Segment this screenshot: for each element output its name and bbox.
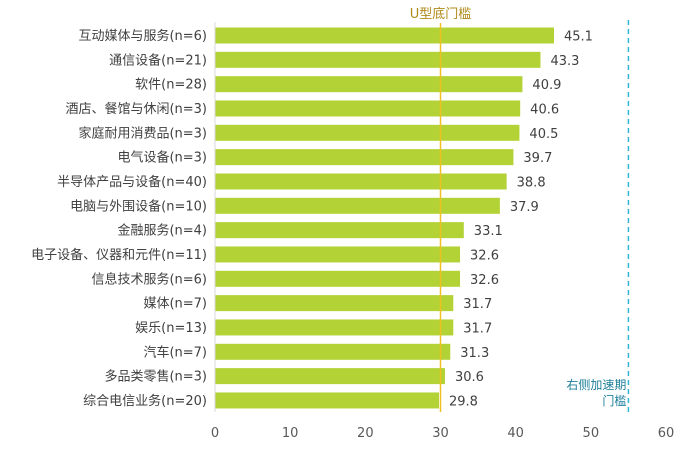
value-label-9: 32.6 <box>470 248 499 263</box>
reference-label-1-0: 右侧加速期 <box>566 377 626 392</box>
x-axis-ticks: 0 10 20 30 40 50 60 <box>211 426 674 441</box>
bar-8 <box>215 222 464 239</box>
value-label-7: 37.9 <box>510 200 539 215</box>
reference-label-0-0: U型底门槛 <box>410 6 472 22</box>
value-label-3: 40.6 <box>530 102 559 117</box>
value-label-1: 43.3 <box>550 54 579 69</box>
category-labels: 互动媒体与服务(n=6) 通信设备(n=21) 软件(n=28) 酒店、餐馆与休闲(n… <box>31 28 207 409</box>
bar-4 <box>215 124 520 141</box>
category-label-11: 媒体(n=7) <box>143 297 207 312</box>
value-label-0: 45.1 <box>564 30 593 45</box>
category-label-6: 半导体产品与设备(n=40) <box>57 174 207 190</box>
bar-12 <box>215 319 454 336</box>
category-label-3: 酒店、餐馆与休闲(n=3) <box>65 101 207 117</box>
x-tick-label-4: 40 <box>507 426 524 441</box>
bar-2 <box>215 76 523 93</box>
bar-13 <box>215 343 451 360</box>
category-label-4: 家庭耐用消费品(n=3) <box>78 125 207 141</box>
category-label-5: 电气设备(n=3) <box>117 150 207 166</box>
category-label-13: 汽车(n=7) <box>143 344 207 360</box>
category-label-7: 电脑与外围设备(n=10) <box>70 198 207 214</box>
value-label-4: 40.5 <box>529 127 558 142</box>
bar-5 <box>215 149 514 166</box>
bar-11 <box>215 295 454 312</box>
bar-10 <box>215 270 461 287</box>
x-tick-label-6: 60 <box>658 426 675 441</box>
x-tick-label-0: 0 <box>211 426 219 441</box>
x-tick-label-1: 10 <box>282 426 299 441</box>
bar-1 <box>215 51 541 68</box>
value-labels: 45.1 43.3 40.9 40.6 40.5 39.7 38.8 37.9 33.1 32.6… <box>449 30 593 410</box>
x-tick-label-3: 30 <box>432 426 449 441</box>
category-label-14: 多品类零售(n=3) <box>104 369 207 385</box>
value-label-13: 31.3 <box>460 346 489 361</box>
bar-0 <box>215 27 555 44</box>
category-label-9: 电子设备、仪器和元件(n=11) <box>31 247 207 263</box>
bar-9 <box>215 246 461 263</box>
bar-15 <box>215 392 439 409</box>
value-label-10: 32.6 <box>470 273 499 288</box>
value-label-14: 30.6 <box>455 370 484 385</box>
category-label-0: 互动媒体与服务(n=6) <box>78 28 207 44</box>
bar-3 <box>215 100 521 117</box>
category-label-12: 娱乐(n=13) <box>135 321 207 336</box>
x-tick-label-5: 50 <box>583 426 600 441</box>
value-label-12: 31.7 <box>463 321 492 336</box>
value-label-15: 29.8 <box>449 394 478 409</box>
bars-layer <box>215 27 555 409</box>
reference-label-1-1: 门槛 <box>602 393 626 408</box>
x-tick-label-2: 20 <box>357 426 374 441</box>
category-label-2: 软件(n=28) <box>135 78 207 93</box>
value-label-5: 39.7 <box>523 151 552 166</box>
category-label-1: 通信设备(n=21) <box>109 52 207 68</box>
bar-14 <box>215 368 446 385</box>
value-label-2: 40.9 <box>532 78 561 93</box>
value-label-11: 31.7 <box>463 297 492 312</box>
category-label-15: 综合电信业务(n=20) <box>83 393 207 409</box>
category-label-10: 信息技术服务(n=6) <box>91 271 207 287</box>
bar-7 <box>215 197 500 214</box>
category-label-8: 金融服务(n=4) <box>117 223 207 239</box>
value-label-6: 38.8 <box>517 175 546 190</box>
bar-6 <box>215 173 507 190</box>
value-label-8: 33.1 <box>474 224 503 239</box>
